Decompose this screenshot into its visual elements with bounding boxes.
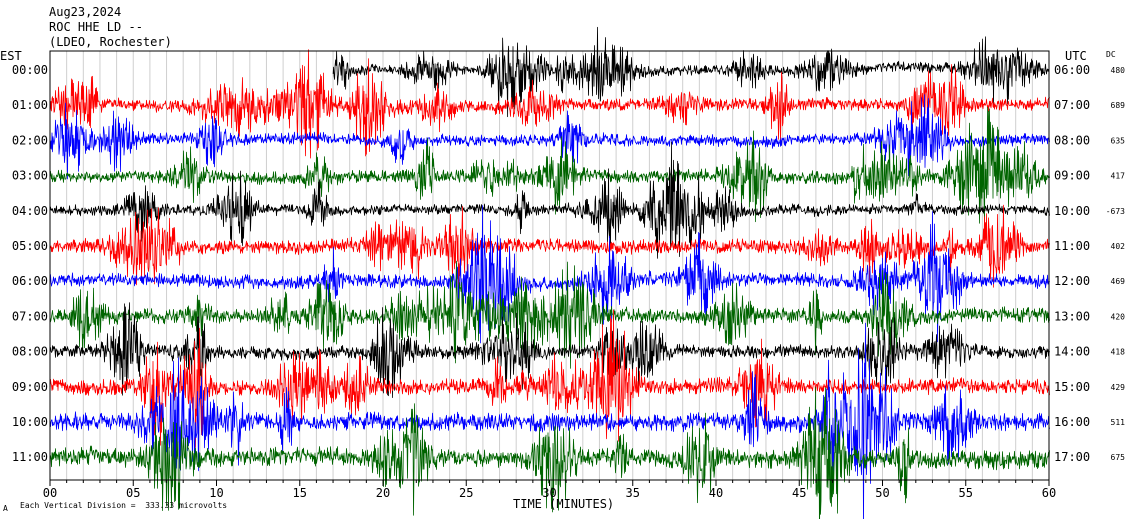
x-tick-label: 15: [293, 486, 307, 500]
x-tick-label: 60: [1042, 486, 1056, 500]
row-label-est: 04:00: [12, 204, 48, 218]
x-tick-label: 20: [376, 486, 390, 500]
trace-0800: [49, 302, 1050, 399]
row-dc-value: 469: [1111, 277, 1126, 286]
trace-0200: [49, 94, 1050, 180]
x-tick-label: 35: [626, 486, 640, 500]
x-tick-label: 30: [542, 486, 556, 500]
row-label-est: 00:00: [12, 63, 48, 77]
x-tick-label: 00: [43, 486, 57, 500]
row-label-utc: 07:00: [1054, 98, 1090, 112]
row-dc-value: 689: [1111, 101, 1126, 110]
x-tick-label: 05: [126, 486, 140, 500]
row-label-utc: 06:00: [1054, 63, 1090, 77]
corner-mark: A: [3, 504, 8, 513]
row-dc-value: 635: [1111, 136, 1126, 145]
x-tick-label: 50: [875, 486, 889, 500]
trace-1000: [49, 322, 1050, 519]
x-tick-label: 45: [792, 486, 806, 500]
row-label-est: 03:00: [12, 169, 48, 183]
row-dc-value: 429: [1111, 383, 1126, 392]
trace-0500: [49, 204, 1050, 289]
x-tick-label: 55: [959, 486, 973, 500]
x-axis-ticks: 00 05 10 15 20 25 30 35 40 45 50 55 60: [43, 480, 1056, 500]
row-label-utc: 17:00: [1054, 450, 1090, 464]
row-dc-value: -673: [1106, 207, 1125, 216]
header-station: ROC HHE LD --: [49, 20, 143, 34]
row-dc-value: 675: [1111, 453, 1126, 462]
row-label-est: 11:00: [12, 450, 48, 464]
x-tick-label: 25: [459, 486, 473, 500]
row-label-utc: 09:00: [1054, 169, 1090, 183]
row-label-utc: 16:00: [1054, 415, 1090, 429]
row-label-utc: 13:00: [1054, 309, 1090, 323]
row-label-utc: 15:00: [1054, 380, 1090, 394]
dc-label: DC: [1106, 50, 1116, 59]
x-tick-label: 40: [709, 486, 723, 500]
row-label-est: 07:00: [12, 309, 48, 323]
trace-0400: [49, 141, 1050, 259]
row-label-est: 02:00: [12, 133, 48, 147]
row-labels: 00:00 06:00 480 01:00 07:00 689 02:00 08:00 635 0…: [12, 63, 1125, 464]
row-dc-value: 480: [1111, 66, 1126, 75]
row-label-utc: 08:00: [1054, 133, 1090, 147]
row-label-utc: 12:00: [1054, 274, 1090, 288]
row-label-est: 05:00: [12, 239, 48, 253]
est-axis-label: EST: [0, 49, 22, 63]
trace-0700: [49, 260, 1050, 369]
row-dc-value: 418: [1111, 348, 1126, 357]
scale-note: Each Vertical Division = 333.33 microvol…: [20, 501, 228, 510]
trace-1100: [49, 386, 1050, 519]
utc-axis-label: UTC: [1065, 49, 1087, 63]
row-label-est: 10:00: [12, 415, 48, 429]
row-dc-value: 420: [1111, 312, 1126, 321]
trace-0300: [49, 106, 1050, 224]
x-axis-title: TIME (MINUTES): [513, 497, 615, 511]
header-network: (LDEO, Rochester): [49, 35, 172, 49]
row-label-est: 09:00: [12, 380, 48, 394]
row-label-utc: 10:00: [1054, 204, 1090, 218]
row-dc-value: 511: [1111, 418, 1126, 427]
row-label-utc: 14:00: [1054, 345, 1090, 359]
row-label-est: 01:00: [12, 98, 48, 112]
seismic-traces: [49, 26, 1050, 519]
trace-0900: [49, 309, 1050, 448]
row-label-est: 06:00: [12, 274, 48, 288]
x-tick-label: 10: [209, 486, 223, 500]
row-dc-value: 402: [1111, 242, 1126, 251]
row-dc-value: 417: [1111, 172, 1126, 181]
row-label-est: 08:00: [12, 345, 48, 359]
trace-0000: [332, 26, 1049, 118]
trace-0100: [49, 49, 1050, 159]
row-label-utc: 11:00: [1054, 239, 1090, 253]
header-date: Aug23,2024: [49, 5, 122, 19]
